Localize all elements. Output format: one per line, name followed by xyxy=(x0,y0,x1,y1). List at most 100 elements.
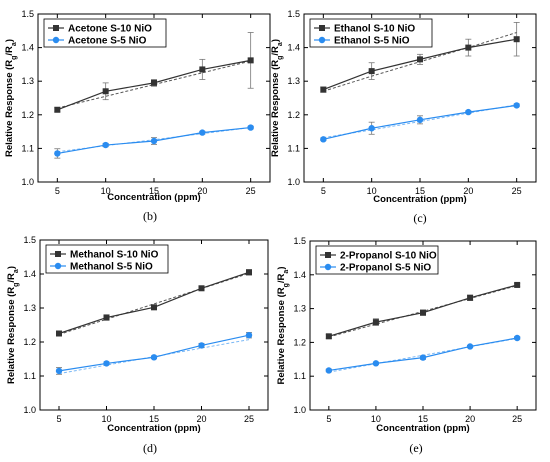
data-point xyxy=(325,367,333,374)
data-point xyxy=(55,367,63,375)
y-tick-label: 1.4 xyxy=(293,270,306,280)
legend-box xyxy=(309,18,433,48)
y-axis-title-sub: g xyxy=(283,283,290,287)
data-point xyxy=(246,269,252,276)
data-point xyxy=(420,309,426,316)
x-tick-label: 10 xyxy=(371,414,381,424)
y-axis-title: Relative Response (Rg/Ra) xyxy=(270,39,284,157)
data-point xyxy=(199,129,206,136)
data-point xyxy=(467,294,474,301)
data-point xyxy=(198,285,205,292)
y-tick-label: 1.1 xyxy=(21,143,34,153)
y-axis-title-end: ) xyxy=(6,266,17,269)
series-2 xyxy=(55,332,253,375)
y-axis-title: Relative Response (Rg/Ra) xyxy=(6,266,20,384)
y-axis-title-main: Relative Response (R xyxy=(4,60,15,157)
y-axis-title-main: Relative Response (R xyxy=(270,60,281,157)
legend-box xyxy=(45,244,169,274)
y-axis-title-end: ) xyxy=(4,39,15,42)
y-axis-title-end: ) xyxy=(270,39,281,42)
data-point xyxy=(513,334,521,342)
data-point xyxy=(320,86,327,93)
x-axis-title: Concentration (ppm) xyxy=(107,192,200,203)
data-point xyxy=(416,116,424,124)
data-point xyxy=(103,314,110,321)
y-axis-title-end: ) xyxy=(276,266,287,269)
y-axis-title-mid: /R xyxy=(276,273,287,283)
data-point xyxy=(150,354,158,361)
data-point xyxy=(54,106,61,113)
y-tick-label: 1.3 xyxy=(293,304,306,314)
legend-marker xyxy=(318,36,326,44)
y-tick-label: 1.2 xyxy=(21,110,34,120)
data-point xyxy=(368,68,375,75)
y-tick-label: 1.1 xyxy=(287,143,300,153)
data-point xyxy=(465,108,472,116)
series-2 xyxy=(54,124,254,159)
x-tick-label: 25 xyxy=(246,186,256,196)
legend-label: Ethanol S-10 NiO xyxy=(334,24,415,35)
x-tick-label: 10 xyxy=(101,414,111,424)
fit-line xyxy=(57,60,251,109)
y-axis-title: Relative Response (Rg/Ra) xyxy=(4,39,18,157)
y-axis-title-sub: a xyxy=(13,269,20,273)
data-point xyxy=(247,57,254,64)
data-point xyxy=(150,137,158,145)
legend-marker xyxy=(53,25,59,31)
data-point xyxy=(372,360,380,367)
y-tick-label: 1.0 xyxy=(21,177,34,187)
series-1 xyxy=(56,269,252,337)
legend-label: Methanol S-5 NiO xyxy=(70,262,153,273)
y-axis-title-mid: /R xyxy=(4,46,15,56)
panel-label: (b) xyxy=(143,209,157,223)
data-point xyxy=(417,56,423,63)
data-point xyxy=(247,124,254,131)
y-tick-label: 1.3 xyxy=(21,76,34,86)
x-tick-label: 20 xyxy=(465,414,475,424)
y-tick-label: 1.0 xyxy=(23,405,36,415)
data-point xyxy=(320,136,327,143)
series-2 xyxy=(320,102,520,143)
legend-box xyxy=(315,245,439,275)
series-line xyxy=(328,337,518,372)
legend-label: Methanol S-10 NiO xyxy=(70,250,159,261)
data-point xyxy=(465,44,472,51)
x-tick-label: 20 xyxy=(196,414,206,424)
y-tick-label: 1.5 xyxy=(21,9,34,19)
legend-marker xyxy=(325,252,331,258)
x-axis-title: Concentration (ppm) xyxy=(107,423,200,434)
x-tick-label: 25 xyxy=(512,186,522,196)
y-tick-label: 1.2 xyxy=(287,110,300,120)
y-tick-label: 1.1 xyxy=(23,371,36,381)
panel-label: (e) xyxy=(409,441,422,455)
chart-panel-4: 1.0 1.1 1.2 1.3 1.4 1.5 5 10 15 20 25 Concentration… xyxy=(276,236,537,455)
y-axis-title-sub: a xyxy=(11,42,18,46)
y-tick-label: 1.0 xyxy=(287,177,300,187)
data-point xyxy=(151,79,157,86)
legend-marker xyxy=(52,36,60,44)
x-axis-title: Concentration (ppm) xyxy=(376,423,469,434)
y-tick-label: 1.4 xyxy=(287,43,300,53)
y-tick-label: 1.4 xyxy=(23,269,36,279)
y-axis-title-main: Relative Response (R xyxy=(276,287,287,384)
panel-label: (c) xyxy=(413,211,426,225)
data-point xyxy=(245,332,253,339)
x-tick-label: 10 xyxy=(367,186,377,196)
data-point xyxy=(514,281,521,288)
data-point xyxy=(102,88,109,95)
chart-panel-3: 1.0 1.1 1.2 1.3 1.4 1.5 5 10 15 20 25 Concentration… xyxy=(6,235,269,455)
y-axis-title-main: Relative Response (R xyxy=(6,287,17,384)
data-point xyxy=(151,304,157,311)
series-line xyxy=(58,271,250,335)
y-tick-label: 1.5 xyxy=(23,235,36,245)
data-point xyxy=(199,66,206,73)
y-axis-title-sub: g xyxy=(11,56,18,60)
y-tick-label: 1.2 xyxy=(293,337,306,347)
data-point xyxy=(56,330,62,337)
x-tick-label: 5 xyxy=(55,186,60,196)
data-point xyxy=(102,141,109,149)
